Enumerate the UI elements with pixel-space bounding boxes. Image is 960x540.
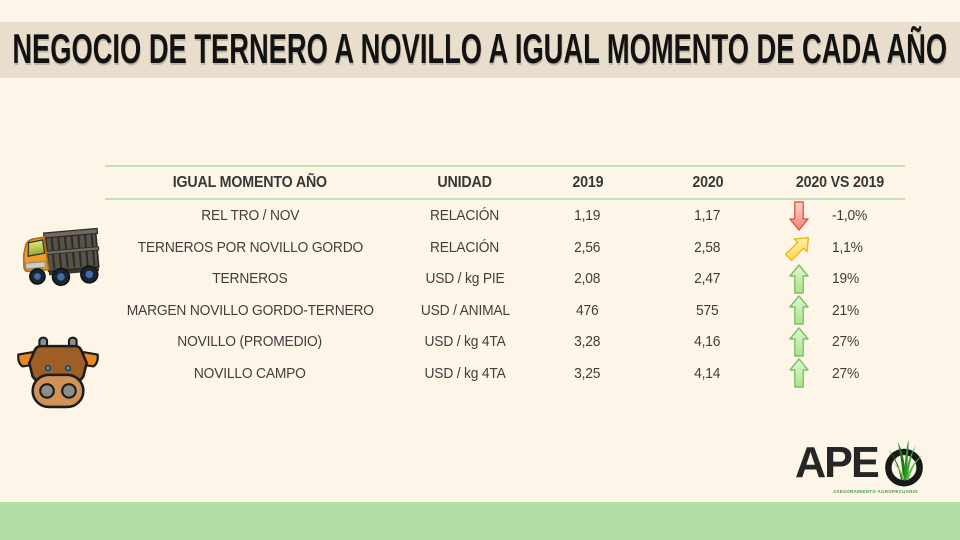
row-unit: USD / kg PIE bbox=[425, 270, 505, 288]
row-value-2019: 3,25 bbox=[574, 364, 601, 382]
trend-up-icon bbox=[775, 327, 822, 357]
table-header-row: IGUAL MOMENTO AÑO UNIDAD 2019 2020 2020 … bbox=[105, 165, 905, 200]
row-label: REL TRO / NOV bbox=[200, 207, 300, 225]
row-label: TERNEROS bbox=[212, 270, 288, 288]
table-row: TERNEROS USD / kg PIE 2,08 2,47 19% bbox=[105, 263, 905, 295]
row-label: TERNEROS POR NOVILLO GORDO bbox=[137, 238, 363, 256]
cow-face-graphic bbox=[17, 336, 99, 409]
row-unit: RELACIÓN bbox=[430, 238, 500, 256]
header-igual-momento: IGUAL MOMENTO AÑO bbox=[172, 173, 328, 191]
row-value-2019: 476 bbox=[576, 301, 599, 319]
apeo-logo: APE ASESORAMIENTO AGROPECUARIO bbox=[795, 438, 945, 494]
cattle-truck-graphic bbox=[22, 227, 100, 287]
row-value-2019: 3,28 bbox=[574, 333, 601, 351]
header-2020: 2020 bbox=[692, 173, 723, 191]
row-value-2020: 575 bbox=[696, 301, 719, 319]
row-label: NOVILLO (PROMEDIO) bbox=[177, 333, 323, 351]
row-change: 19% bbox=[832, 270, 860, 288]
row-label: NOVILLO CAMPO bbox=[194, 364, 306, 382]
row-value-2020: 4,14 bbox=[694, 364, 721, 382]
title-band: NEGOCIO DE TERNERO A NOVILLO A IGUAL MOM… bbox=[0, 22, 960, 78]
trend-up-right-icon bbox=[775, 234, 822, 261]
row-change: 1,1% bbox=[832, 238, 863, 256]
table-row: NOVILLO (PROMEDIO) USD / kg 4TA 3,28 4,1… bbox=[105, 326, 905, 358]
row-value-2019: 2,08 bbox=[574, 270, 601, 288]
table-row: TERNEROS POR NOVILLO GORDO RELACIÓN 2,56… bbox=[105, 232, 905, 264]
row-change: 21% bbox=[832, 301, 860, 319]
row-value-2020: 4,16 bbox=[694, 333, 721, 351]
row-change: 27% bbox=[832, 333, 860, 351]
cattle-truck-icon bbox=[16, 218, 108, 302]
row-change: -1,0% bbox=[832, 207, 868, 225]
row-value-2019: 1,19 bbox=[574, 207, 601, 225]
row-value-2019: 2,56 bbox=[574, 238, 601, 256]
trend-up-icon bbox=[775, 264, 822, 294]
row-unit: USD / ANIMAL bbox=[420, 301, 510, 319]
page-title: NEGOCIO DE TERNERO A NOVILLO A IGUAL MOM… bbox=[12, 26, 948, 73]
row-unit: RELACIÓN bbox=[430, 207, 500, 225]
grass-circle-icon bbox=[885, 440, 924, 487]
trend-down-icon bbox=[775, 201, 822, 231]
trend-up-icon bbox=[775, 358, 822, 388]
row-unit: USD / kg 4TA bbox=[424, 364, 506, 382]
trend-up-icon bbox=[775, 295, 822, 325]
cow-face-icon bbox=[15, 336, 101, 412]
footer-bar bbox=[0, 502, 960, 540]
header-2019: 2019 bbox=[572, 173, 603, 191]
comparison-table: IGUAL MOMENTO AÑO UNIDAD 2019 2020 2020 … bbox=[105, 165, 905, 389]
row-unit: USD / kg 4TA bbox=[424, 333, 506, 351]
apeo-logo-row: APE bbox=[795, 438, 945, 488]
apeo-tagline: ASESORAMIENTO AGROPECUARIO bbox=[833, 489, 918, 495]
table-row: REL TRO / NOV RELACIÓN 1,19 1,17 -1,0% bbox=[105, 200, 905, 232]
row-value-2020: 1,17 bbox=[694, 207, 721, 225]
row-label: MARGEN NOVILLO GORDO-TERNERO bbox=[126, 301, 374, 319]
table-row: NOVILLO CAMPO USD / kg 4TA 3,25 4,14 27% bbox=[105, 358, 905, 390]
header-2020-vs-2019: 2020 VS 2019 bbox=[795, 173, 885, 191]
row-value-2020: 2,47 bbox=[694, 270, 721, 288]
apeo-wordmark: APE bbox=[795, 438, 880, 487]
table-row: MARGEN NOVILLO GORDO-TERNERO USD / ANIMA… bbox=[105, 295, 905, 327]
header-unidad: UNIDAD bbox=[437, 173, 493, 191]
row-change: 27% bbox=[832, 364, 860, 382]
row-value-2020: 2,58 bbox=[694, 238, 721, 256]
